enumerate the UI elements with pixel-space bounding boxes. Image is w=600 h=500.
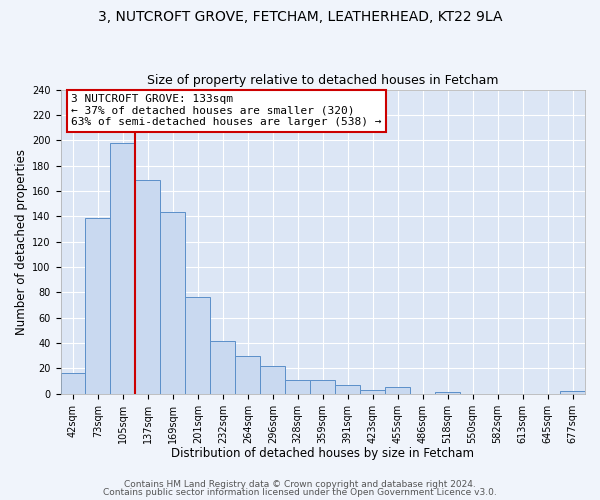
Title: Size of property relative to detached houses in Fetcham: Size of property relative to detached ho… <box>147 74 499 87</box>
Bar <box>211 340 235 394</box>
Bar <box>310 380 335 394</box>
Text: Contains HM Land Registry data © Crown copyright and database right 2024.: Contains HM Land Registry data © Crown c… <box>124 480 476 489</box>
Bar <box>385 388 410 394</box>
Bar <box>360 390 385 394</box>
Text: Contains public sector information licensed under the Open Government Licence v3: Contains public sector information licen… <box>103 488 497 497</box>
Bar <box>235 356 260 394</box>
Bar <box>110 143 136 394</box>
Y-axis label: Number of detached properties: Number of detached properties <box>15 148 28 334</box>
Text: 3, NUTCROFT GROVE, FETCHAM, LEATHERHEAD, KT22 9LA: 3, NUTCROFT GROVE, FETCHAM, LEATHERHEAD,… <box>98 10 502 24</box>
Bar <box>560 391 585 394</box>
Bar <box>335 385 360 394</box>
Bar <box>260 366 285 394</box>
Bar <box>85 218 110 394</box>
Bar <box>285 380 310 394</box>
Bar <box>435 392 460 394</box>
Bar <box>136 180 160 394</box>
Bar <box>185 298 211 394</box>
Bar <box>160 212 185 394</box>
Bar <box>61 374 85 394</box>
X-axis label: Distribution of detached houses by size in Fetcham: Distribution of detached houses by size … <box>171 447 474 460</box>
Text: 3 NUTCROFT GROVE: 133sqm
← 37% of detached houses are smaller (320)
63% of semi-: 3 NUTCROFT GROVE: 133sqm ← 37% of detach… <box>71 94 382 128</box>
